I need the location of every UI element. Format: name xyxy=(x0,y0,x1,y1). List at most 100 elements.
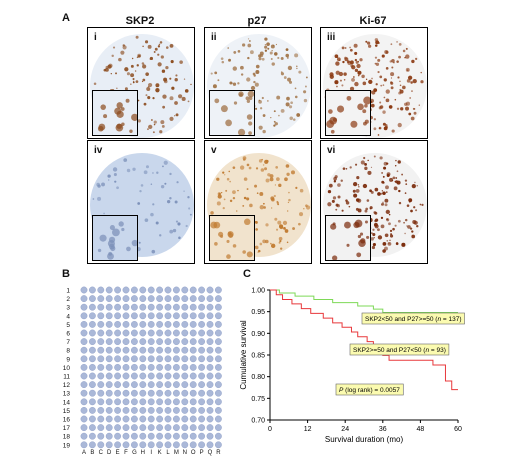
stain-dot xyxy=(160,55,164,59)
stain-dot xyxy=(280,247,283,250)
stain-dot xyxy=(370,232,373,235)
stain-dot xyxy=(170,60,174,64)
tma-core xyxy=(164,338,172,345)
tma-core xyxy=(89,424,96,432)
stain-dot xyxy=(389,60,392,63)
tma-core xyxy=(189,286,197,294)
stain-dot xyxy=(410,116,415,121)
tma-core xyxy=(89,346,96,354)
stain-dot xyxy=(169,43,174,48)
stain-dot xyxy=(414,181,416,184)
stain-dot xyxy=(135,35,139,39)
stain-dot xyxy=(354,68,359,73)
stain-dot xyxy=(270,243,276,249)
stain-dot xyxy=(210,211,214,215)
stain-dot xyxy=(380,216,384,220)
tma-col-label: G xyxy=(132,450,137,456)
stain-dot xyxy=(132,81,135,84)
inset-cell xyxy=(108,236,116,243)
stain-dot xyxy=(375,62,380,66)
stain-dot xyxy=(248,166,252,170)
stain-dot xyxy=(276,177,280,181)
stain-dot xyxy=(232,196,236,200)
stain-dot xyxy=(169,172,172,176)
stain-dot xyxy=(386,218,390,222)
stain-dot xyxy=(283,227,286,230)
tma-core xyxy=(214,372,222,380)
stain-dot xyxy=(222,171,225,174)
stain-dot xyxy=(267,47,270,50)
stain-dot xyxy=(382,181,385,184)
stain-dot xyxy=(334,80,339,85)
tma-core xyxy=(89,295,96,303)
stain-dot xyxy=(373,237,375,239)
stain-dot xyxy=(288,191,290,194)
stain-dot xyxy=(136,56,139,59)
stain-dot xyxy=(397,76,400,79)
stain-dot xyxy=(379,156,383,160)
stain-dot xyxy=(273,110,276,113)
stain-dot xyxy=(378,42,380,44)
inset-cell xyxy=(98,123,106,131)
legend-box-red: SKP2>=50 and P27<50 (n = 93) xyxy=(349,343,450,356)
stain-dot xyxy=(391,59,395,63)
stain-dot xyxy=(395,177,398,179)
stain-dot xyxy=(382,122,386,126)
inset-cell xyxy=(131,113,137,121)
stain-dot xyxy=(169,229,174,234)
inset-cell xyxy=(246,114,253,120)
stain-dot xyxy=(214,71,218,75)
stain-dot xyxy=(110,73,112,75)
tma-core xyxy=(198,355,206,363)
tma-core xyxy=(173,424,180,432)
stain-dot xyxy=(229,199,233,203)
tma-core xyxy=(89,303,96,311)
panel-b-label: B xyxy=(62,268,70,280)
x-axis-label: Survival duration (mo) xyxy=(325,435,404,444)
tma-core xyxy=(114,295,121,303)
magnified-inset xyxy=(209,215,255,261)
tma-core xyxy=(105,381,113,389)
ihc-tile-ii: ii xyxy=(204,27,312,139)
stain-dot xyxy=(141,62,145,65)
tma-core xyxy=(173,295,180,303)
inset-cell xyxy=(329,116,338,125)
stain-dot xyxy=(379,101,382,104)
stain-dot xyxy=(280,108,285,113)
stain-dot xyxy=(333,180,337,183)
stain-dot xyxy=(352,181,358,187)
stain-dot xyxy=(415,209,418,212)
stain-dot xyxy=(142,78,146,82)
stain-dot xyxy=(365,40,368,43)
tma-core xyxy=(198,424,206,432)
inset-cell xyxy=(210,221,218,229)
stain-dot xyxy=(344,56,347,60)
stain-dot xyxy=(104,67,109,72)
inset-cell xyxy=(233,101,238,105)
stain-dot xyxy=(389,239,391,242)
tma-core xyxy=(173,329,180,337)
tma-core xyxy=(131,355,138,363)
stain-dot xyxy=(344,47,347,49)
inset-cell xyxy=(112,228,120,237)
stain-dot xyxy=(237,49,241,53)
stain-dot xyxy=(144,218,149,222)
stain-dot xyxy=(327,190,332,194)
inset-cell xyxy=(364,220,368,224)
stain-dot xyxy=(385,89,390,94)
tma-core xyxy=(139,286,147,294)
tma-core xyxy=(139,346,147,354)
stain-dot xyxy=(143,102,147,106)
tma-core xyxy=(189,295,197,303)
stain-dot xyxy=(285,48,289,52)
stain-dot xyxy=(242,43,246,47)
stain-dot xyxy=(262,239,267,244)
tma-core xyxy=(189,346,197,354)
ihc-tile-iv: iv xyxy=(87,140,195,264)
stain-dot xyxy=(382,175,385,178)
tma-core xyxy=(214,338,222,345)
stain-dot xyxy=(237,189,239,192)
stain-dot xyxy=(406,78,411,83)
stain-dot xyxy=(404,102,408,107)
tma-core xyxy=(189,381,197,389)
